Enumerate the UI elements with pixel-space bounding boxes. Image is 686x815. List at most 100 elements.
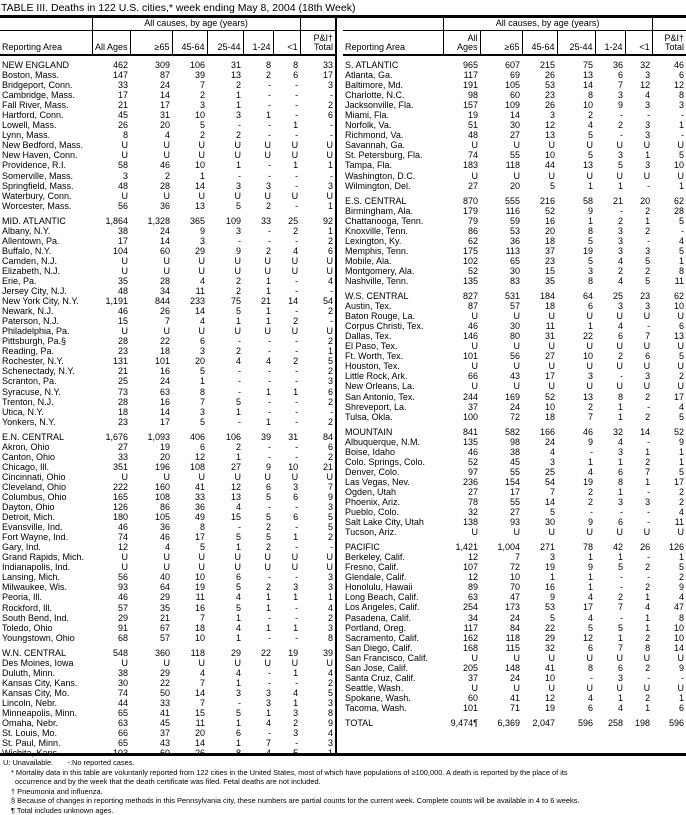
cell-value: 3 xyxy=(645,245,651,256)
cell-value: 58 xyxy=(117,160,128,171)
cell-value: 2 xyxy=(265,70,271,81)
cell-value: 118 xyxy=(505,632,520,643)
cell-value: 6 xyxy=(235,572,241,583)
table-row: New Haven, Conn. U U U U U U U xyxy=(0,150,335,160)
reporting-area: Fort Wayne, Ind. xyxy=(2,532,69,543)
cell-value: 3 xyxy=(235,110,241,121)
cell-value: 360 xyxy=(154,647,170,658)
cell-value: 11 xyxy=(545,321,555,332)
table-row: Tucson, Ariz. U U U U U U U xyxy=(343,527,686,537)
cell-value: 13 xyxy=(582,70,593,81)
cell-value: - xyxy=(295,522,299,533)
cell-value: 31 xyxy=(230,60,241,71)
table-row: Rockford, Ill. 57 35 16 5 1 - 4 xyxy=(0,602,335,613)
cell-value: 9,474¶ xyxy=(450,717,478,728)
cell-value: U xyxy=(513,361,521,372)
column-header: P&I† Total xyxy=(651,30,686,56)
cell-value: U xyxy=(643,361,651,372)
table-row: Cleveland, Ohio 222 160 41 12 6 3 7 xyxy=(0,482,335,492)
cell-value: 20 xyxy=(509,180,520,191)
cell-value: 67 xyxy=(159,622,170,633)
cell-value: 4 xyxy=(678,401,684,412)
reporting-area: Tulsa, Okla. xyxy=(345,411,393,422)
reporting-area: Wilmington, Del. xyxy=(345,180,411,191)
cell-value: 5 xyxy=(678,562,684,573)
cell-value: 6 xyxy=(293,491,299,502)
cell-value: 3 xyxy=(617,245,623,256)
cell-value: 12 xyxy=(467,572,478,583)
cell-value: 69 xyxy=(509,70,520,81)
cell-value: 52 xyxy=(467,265,478,276)
cell-value: 36 xyxy=(612,60,623,71)
cell-value: 38 xyxy=(117,667,128,678)
cell-value: 1 xyxy=(293,622,299,633)
cell-value: 14 xyxy=(509,110,520,121)
table-row: Paterson, N.J. 15 7 4 1 1 2 - xyxy=(0,316,335,326)
column-header: All Ages xyxy=(91,30,130,56)
cell-value: 17 xyxy=(322,70,333,81)
cell-value: U xyxy=(121,326,129,337)
cell-value: 5 xyxy=(645,255,651,266)
cell-value: - xyxy=(295,170,299,181)
table-row: Reading, Pa. 23 18 3 2 - - 1 xyxy=(0,346,335,356)
cell-value: 72 xyxy=(509,562,520,573)
cell-value: 3 xyxy=(293,707,299,718)
cell-value: 10 xyxy=(288,461,299,472)
cell-value: - xyxy=(268,160,271,171)
cell-value: 27 xyxy=(509,130,520,141)
cell-value: 24 xyxy=(159,376,170,387)
cell-value: - xyxy=(268,80,271,91)
cell-value: 83 xyxy=(509,276,520,286)
table-row: Mobile, Ala. 102 65 23 5 4 5 1 xyxy=(343,256,686,266)
cell-value: 52 xyxy=(544,391,555,402)
table-title: TABLE III. Deaths in 122 U.S. cities,* w… xyxy=(1,2,356,14)
cell-value: 1 xyxy=(678,692,684,703)
cell-value: 18 xyxy=(159,346,170,357)
column-header: All Ages xyxy=(442,30,480,56)
table-row: Bridgeport, Conn. 33 24 7 2 - - 3 xyxy=(0,80,335,90)
cell-value: 1 xyxy=(327,160,333,171)
cell-value: 13 xyxy=(194,200,205,211)
table-row: Chattanooga, Tenn. 79 59 16 1 2 1 5 xyxy=(343,216,686,226)
cell-value: 8 xyxy=(293,60,299,71)
cell-value: - xyxy=(268,677,271,688)
reporting-area: Schenectady, N.Y. xyxy=(2,366,75,377)
reporting-area: Phoenix, Ariz. xyxy=(345,496,401,507)
cell-value: 5 xyxy=(265,491,271,502)
cell-value: 84 xyxy=(509,622,520,633)
reporting-area: S. ATLANTIC xyxy=(345,60,399,71)
cell-value: U xyxy=(513,311,521,322)
cell-value: 23 xyxy=(640,291,651,302)
cell-value: 7 xyxy=(327,481,333,492)
cell-value: 37 xyxy=(467,401,478,412)
region-row: PACIFIC 1,421 1,004 271 78 42 26 126 xyxy=(343,542,686,552)
table-row: Berkeley, Calif. 12 7 3 1 1 - 1 xyxy=(343,552,686,562)
column-header: 25-44 xyxy=(556,30,595,56)
cell-value: 5 xyxy=(199,120,205,131)
cell-value: 5 xyxy=(235,707,241,718)
cell-value: 5 xyxy=(549,180,555,191)
reporting-area: Corpus Christi, Tex. xyxy=(345,321,424,332)
cell-value: 244 xyxy=(462,391,478,402)
table-row: Fort Wayne, Ind. 74 46 17 5 5 1 2 xyxy=(0,532,335,542)
cell-value: 5 xyxy=(265,532,271,543)
cell-value: U xyxy=(548,381,556,392)
cell-value: 222 xyxy=(112,481,128,492)
reporting-area: Shreveport, La. xyxy=(345,401,407,412)
reporting-area: Rockford, Ill. xyxy=(2,602,53,613)
cell-value: 105 xyxy=(504,80,520,91)
cell-value: 5 xyxy=(293,748,299,759)
cell-value: 43 xyxy=(509,371,520,382)
cell-value: 582 xyxy=(504,426,520,437)
table-row: Kansas City, Kans. 30 22 7 1 - - 2 xyxy=(0,678,335,688)
cell-value: U xyxy=(198,190,206,201)
header-row: Reporting Area All Ages ≥65 45-64 25-44 1-24 <… xyxy=(0,30,335,56)
cell-value: U xyxy=(616,652,624,663)
cell-value: - xyxy=(647,672,651,683)
cell-value: 42 xyxy=(612,542,623,553)
cell-value: 254 xyxy=(462,602,478,613)
cell-value: 24 xyxy=(159,80,170,91)
table-row: Lowell, Mass. 26 20 5 - - 1 - xyxy=(0,120,335,130)
cell-value: 5 xyxy=(235,306,241,317)
cell-value: 29 xyxy=(544,632,555,643)
